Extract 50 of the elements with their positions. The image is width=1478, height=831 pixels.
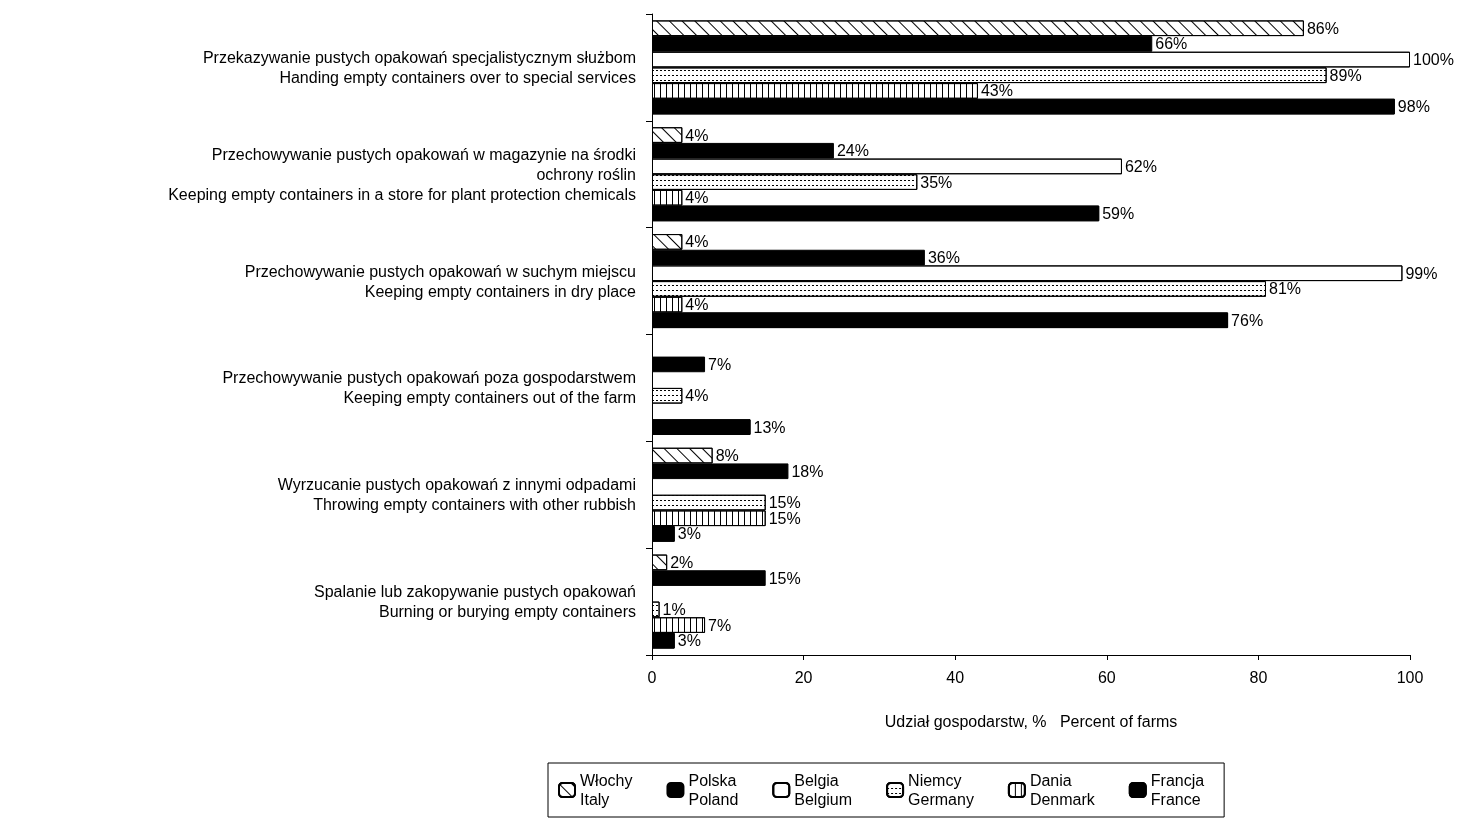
data-label: 89%	[1329, 66, 1362, 84]
data-label: 7%	[708, 355, 732, 373]
data-label: 59%	[1102, 204, 1135, 222]
x-tick-label: 0	[647, 668, 657, 686]
data-label: 76%	[1231, 311, 1264, 329]
x-tick-label: 20	[794, 668, 813, 686]
data-label: 3%	[677, 525, 701, 543]
x-tick-label: 60	[1097, 668, 1116, 686]
data-label: 13%	[753, 418, 786, 436]
x-axis-title: Udział gospodarstw, % Percent of farms	[884, 712, 1178, 730]
data-label: 4%	[685, 233, 709, 251]
x-tick-label: 40	[946, 668, 965, 686]
data-label: 2%	[670, 553, 694, 571]
data-label: 62%	[1124, 157, 1157, 175]
y-tick-label: Przechowywanie pustych opakowań w suchym miejscu Keeping empty containers in dry place	[244, 262, 637, 300]
y-tick-label: Przechowywanie pustych opakowań poza gospodarstwem Keeping empty containers out of the farm	[222, 369, 636, 407]
y-tick-label: Przechowywanie pustych opakowań w magazynie na środki ochrony roślin Keeping empty containers in a store for plant protection chemicals	[168, 145, 636, 203]
data-label: 15%	[768, 569, 801, 587]
y-tick-label: Wyrzucanie pustych opakowań z innymi odpadami Throwing empty containers with other rubbish	[277, 476, 636, 514]
data-label: 4%	[685, 189, 709, 207]
data-label: 24%	[836, 142, 869, 160]
legend-label: Niemcy Germany	[908, 772, 974, 808]
legend-label: Belgia Belgium	[794, 772, 853, 808]
data-label: 43%	[980, 82, 1013, 100]
data-label: 8%	[715, 447, 739, 465]
data-label: 36%	[927, 249, 960, 267]
y-tick-label: Spalanie lub zakopywanie pustych opakowań Burning or burying empty containers	[314, 583, 636, 621]
data-label: 99%	[1405, 264, 1438, 282]
data-label: 4%	[685, 387, 709, 405]
data-label: 15%	[768, 494, 801, 512]
data-label: 18%	[791, 462, 824, 480]
legend-label: Dania Denmark	[1029, 772, 1096, 808]
data-label: 98%	[1397, 98, 1430, 116]
data-label: 7%	[708, 616, 732, 634]
x-tick-label: 80	[1249, 668, 1268, 686]
y-tick-label: Przekazywanie pustych opakowań specjalistycznym służbom Handing empty containers over to special services	[202, 48, 636, 86]
data-label: 100%	[1413, 51, 1454, 69]
data-label: 4%	[685, 296, 709, 314]
legend-label: Francja France	[1150, 772, 1205, 808]
data-label: 4%	[685, 126, 709, 144]
data-label: 81%	[1268, 280, 1302, 298]
data-label: 3%	[677, 632, 701, 650]
legend-label: Włochy Italy	[580, 772, 633, 808]
data-label: 15%	[768, 509, 801, 527]
data-label: 1%	[662, 600, 686, 618]
data-label: 86%	[1306, 19, 1339, 37]
legend-label: Polska Poland	[688, 772, 739, 808]
data-label: 35%	[920, 173, 953, 191]
data-label: 66%	[1155, 35, 1188, 53]
x-tick-label: 100	[1396, 668, 1424, 686]
